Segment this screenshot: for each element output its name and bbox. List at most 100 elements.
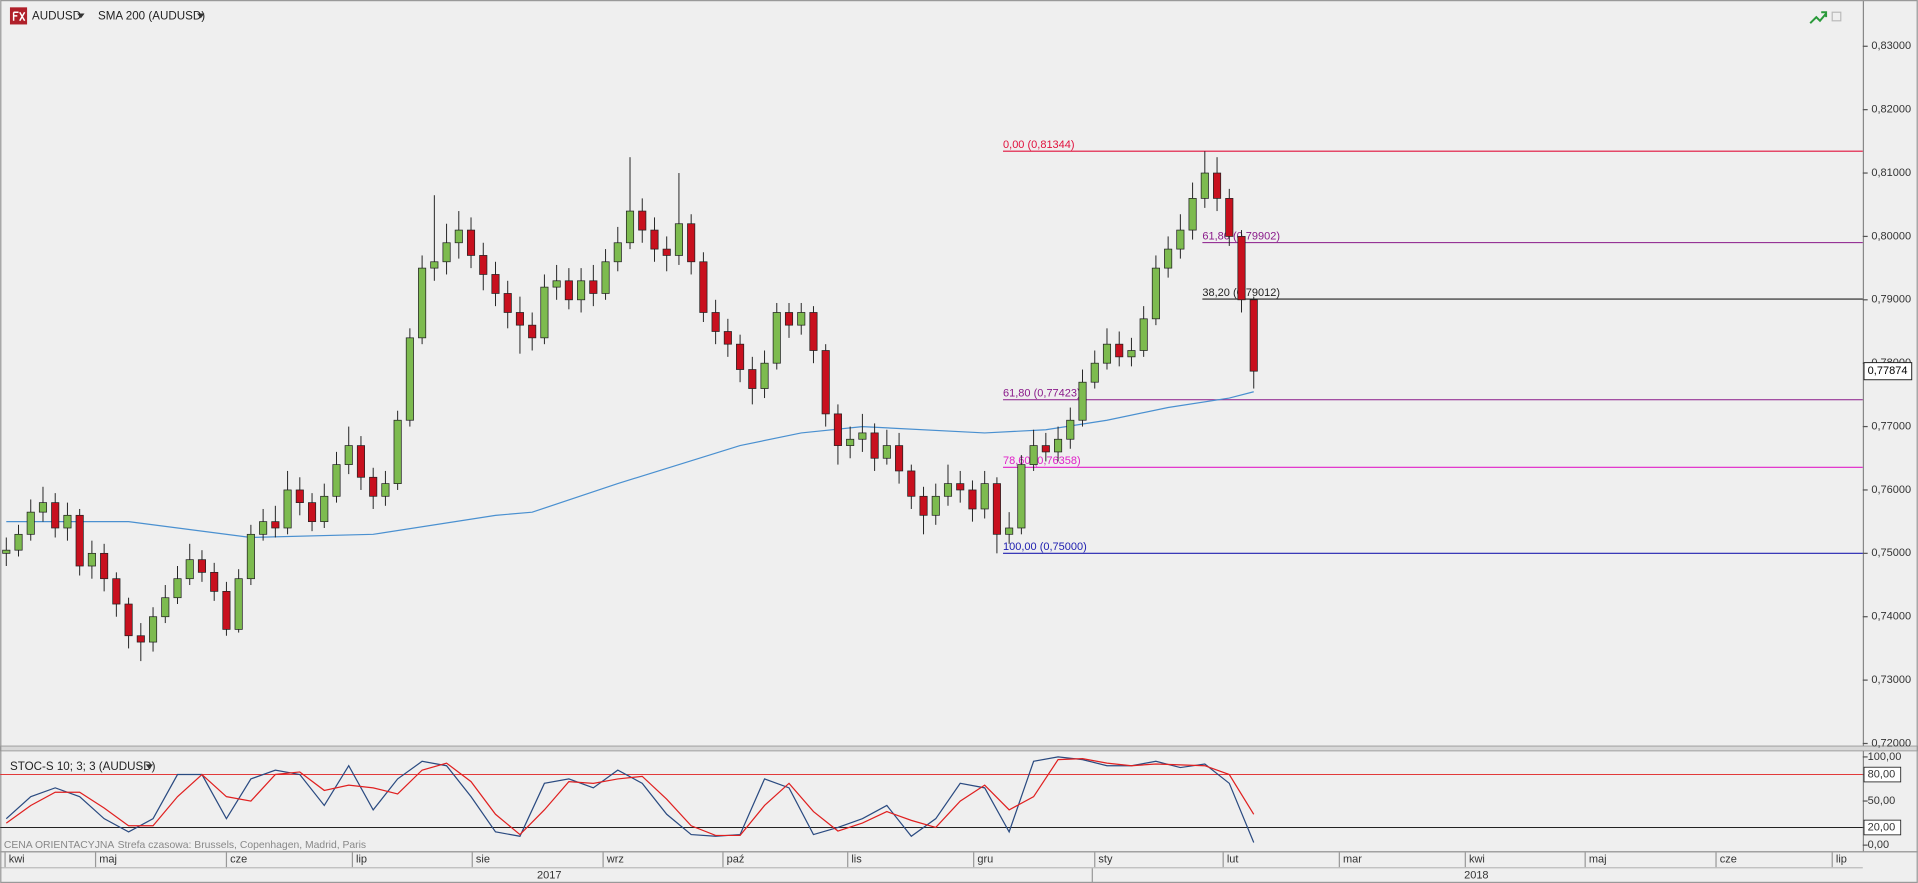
- month-label: maj: [99, 854, 117, 866]
- candle-body: [968, 489, 977, 510]
- candle-body: [418, 267, 427, 339]
- candle-body: [540, 286, 549, 339]
- candle-body: [75, 514, 84, 567]
- candle-body: [149, 616, 158, 643]
- candle-body: [1054, 438, 1063, 453]
- month-label: cze: [230, 854, 247, 866]
- y-tick-label: 0,00: [1868, 839, 1889, 851]
- candle-body: [625, 210, 635, 244]
- candle-body: [736, 343, 745, 370]
- candle-body: [1200, 172, 1209, 199]
- candle-body: [699, 261, 708, 313]
- candle-body: [405, 337, 414, 421]
- candle-body: [320, 495, 329, 523]
- candle-body: [112, 578, 121, 605]
- candle-body: [356, 445, 365, 478]
- y-tick-label: 80,00: [1868, 768, 1896, 780]
- candle-body: [577, 280, 586, 301]
- candle-body: [503, 293, 512, 313]
- candle-body: [161, 597, 170, 618]
- symbol-dropdown[interactable]: [77, 13, 85, 19]
- candle-body: [210, 571, 219, 592]
- candle-body: [662, 248, 671, 256]
- year-label: 2017: [537, 870, 561, 882]
- indicator-name[interactable]: SMA 200 (AUDUSD): [98, 10, 205, 23]
- candle-body: [797, 312, 806, 326]
- symbol-icon[interactable]: [9, 7, 28, 25]
- candle-body: [259, 521, 268, 535]
- candle-body: [821, 350, 830, 415]
- candle-body: [1102, 343, 1112, 364]
- y-tick-label: 0,79000: [1871, 294, 1911, 306]
- candle-body: [760, 362, 769, 389]
- fib-label: 61,80 (0,77423): [1003, 388, 1081, 400]
- candle-body: [870, 432, 879, 459]
- month-label: cze: [1720, 854, 1737, 866]
- level-label-box: [1863, 766, 1902, 783]
- candle-body: [784, 312, 794, 326]
- indicator-title[interactable]: STOC-S 10; 3; 3 (AUDUSD): [10, 760, 156, 773]
- month-label: wrz: [606, 854, 624, 866]
- candle-body: [772, 312, 781, 364]
- candle-body: [1225, 198, 1234, 237]
- y-tick-label: 0,82000: [1871, 104, 1911, 116]
- month-label: lip: [356, 854, 367, 866]
- y-tick-label: 0,73000: [1871, 674, 1911, 686]
- candle-body: [833, 413, 842, 446]
- candle-body: [246, 533, 255, 580]
- candle-body: [1078, 381, 1087, 421]
- candle-body: [1213, 172, 1222, 199]
- y-tick-label: 0,83000: [1871, 40, 1911, 52]
- candle-body: [38, 502, 48, 513]
- candle-body: [479, 255, 488, 275]
- candle-body: [748, 369, 757, 389]
- trend-button[interactable]: [1809, 11, 1828, 24]
- indicator-dropdown[interactable]: [197, 13, 205, 19]
- candle-body: [1029, 445, 1038, 465]
- candle-body: [491, 274, 500, 294]
- candle-body: [271, 521, 280, 529]
- candle-body: [454, 229, 463, 244]
- candle-body: [846, 438, 855, 446]
- candle-body: [87, 552, 96, 567]
- candle-body: [1115, 343, 1124, 358]
- maximize-button[interactable]: [1831, 11, 1842, 22]
- month-label: lis: [851, 854, 862, 866]
- candle-body: [711, 312, 720, 332]
- candle-body: [601, 261, 610, 294]
- y-tick-label: 100,00: [1868, 751, 1902, 763]
- month-label: gru: [977, 854, 993, 866]
- y-tick-label: 0,76000: [1871, 484, 1911, 496]
- y-tick-label: 0,74000: [1871, 611, 1911, 623]
- candle-body: [687, 223, 696, 263]
- candle-body: [552, 280, 561, 288]
- fib-label: 0,00 (0,81344): [1003, 139, 1075, 151]
- candle-body: [613, 242, 622, 263]
- last-price-label: 0,77874: [1868, 365, 1908, 377]
- candle-body: [589, 280, 598, 294]
- candle-body: [295, 489, 304, 503]
- candle-body: [1139, 318, 1148, 351]
- candle-body: [1151, 267, 1160, 320]
- candle-body: [173, 578, 182, 599]
- y-tick-label: 20,00: [1868, 821, 1896, 833]
- candle-body: [2, 549, 11, 554]
- month-label: lut: [1227, 854, 1239, 866]
- candle-body: [100, 552, 109, 580]
- candle-body: [895, 445, 904, 472]
- month-label: lip: [1836, 854, 1847, 866]
- candle-body: [674, 223, 683, 256]
- month-label: kwi: [9, 854, 25, 866]
- timezone-note: Strefa czasowa: Brussels, Copenhagen, Ma…: [118, 840, 367, 851]
- candle-body: [344, 445, 353, 465]
- candle-body: [124, 603, 133, 637]
- indicator-dropdown[interactable]: [145, 764, 154, 770]
- candle-body: [1237, 236, 1246, 301]
- symbol-name[interactable]: AUDUSD: [32, 10, 81, 23]
- candle-body: [943, 483, 953, 497]
- y-tick-label: 50,00: [1868, 795, 1896, 807]
- symbol-icon-glyph: [12, 11, 26, 22]
